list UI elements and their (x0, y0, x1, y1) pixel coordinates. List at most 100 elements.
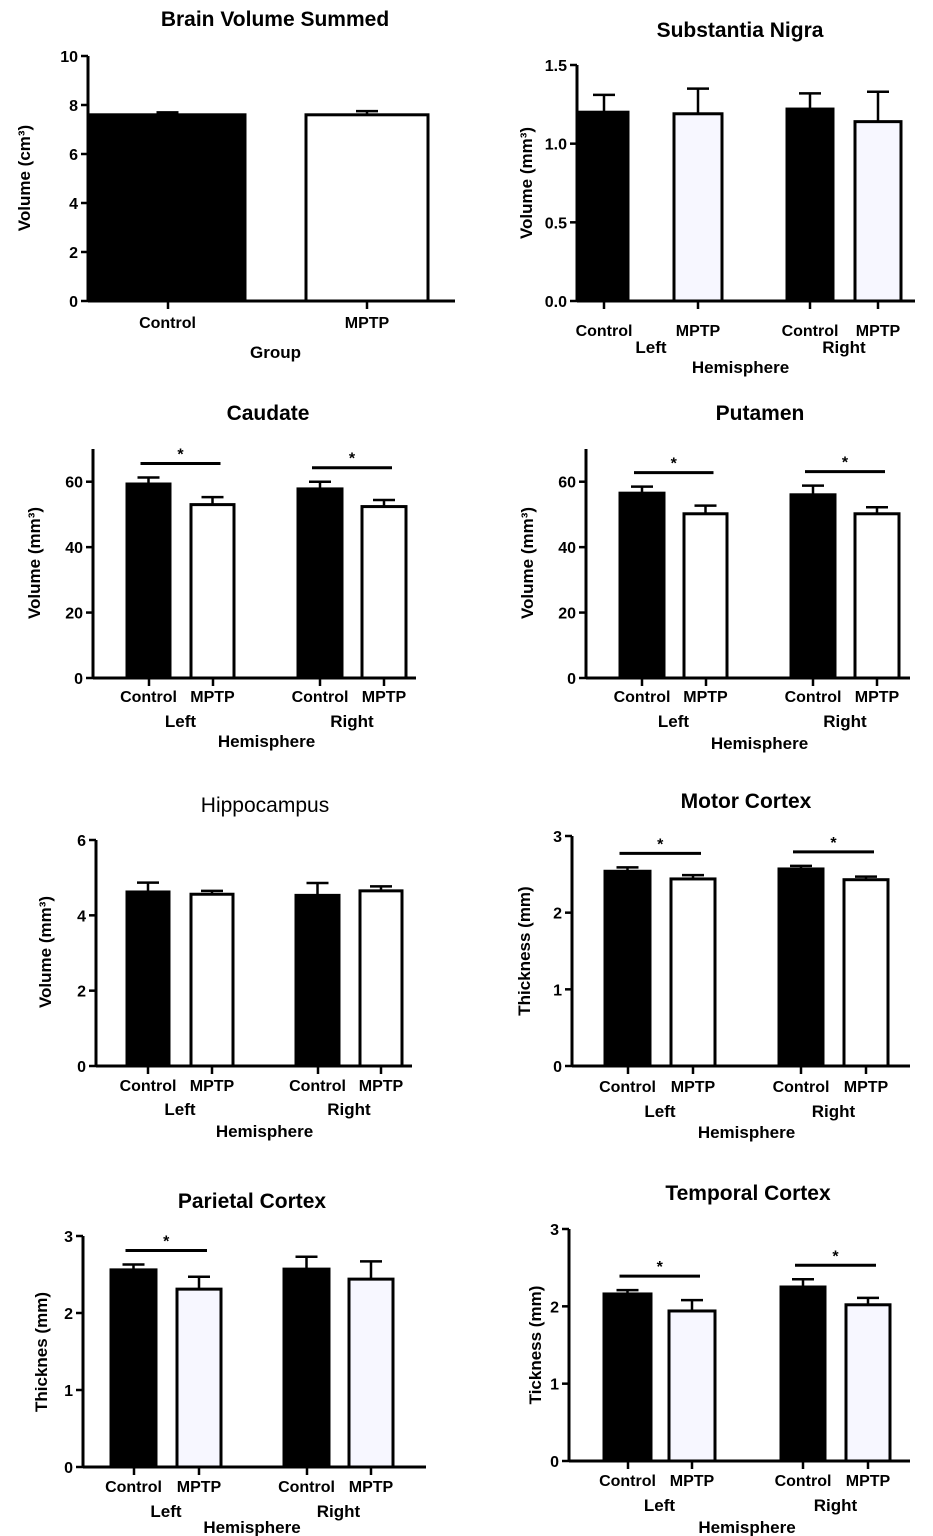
y-tick-label: 4 (69, 196, 78, 213)
category-label: Control (289, 1078, 346, 1095)
significance-star: * (830, 835, 837, 852)
chart-title: Hippocampus (201, 794, 329, 817)
group-label-left: Left (658, 712, 690, 731)
y-axis-title: Thicknes (mm) (32, 1292, 51, 1412)
bar (672, 112, 724, 303)
y-axis-title: Thickness (mm) (515, 886, 534, 1015)
group-label-right: Right (327, 1100, 371, 1119)
y-tick-label: 1.0 (545, 137, 567, 154)
y-tick-label: 20 (65, 606, 83, 623)
group-label-right: Right (317, 1502, 361, 1521)
bar (360, 505, 408, 680)
bar (294, 893, 341, 1068)
group-label-left: Left (635, 338, 667, 357)
y-tick-label: 0 (64, 1460, 73, 1477)
category-label: MPTP (362, 689, 407, 706)
y-axis-title: Volume (mm³) (517, 127, 536, 239)
chart-title: Parietal Cortex (178, 1190, 327, 1213)
category-label: MPTP (345, 315, 390, 332)
y-tick-label: 6 (77, 833, 86, 850)
category-label: MPTP (671, 1079, 716, 1096)
bar (296, 487, 344, 680)
x-axis-title: Hemisphere (216, 1122, 313, 1141)
category-label: Control (292, 689, 349, 706)
y-tick-label: 2 (550, 1299, 559, 1316)
group-label-left: Left (644, 1496, 676, 1515)
x-axis-title: Hemisphere (698, 1123, 795, 1142)
category-label: Control (785, 689, 842, 706)
y-axis-title: Volume (mm³) (25, 507, 44, 619)
bar (578, 110, 630, 303)
category-label: Control (599, 1473, 656, 1490)
chart-title: Caudate (227, 402, 310, 425)
y-tick-label: 60 (558, 475, 576, 492)
category-label: Control (773, 1079, 830, 1096)
y-tick-label: 60 (65, 475, 83, 492)
chart-panel: Motor Cortex 0 1 2 3 Control MPTP Control MPTP Le… (515, 790, 910, 1142)
category-label: Control (120, 689, 177, 706)
category-label: Control (120, 1078, 177, 1095)
significance-star: * (832, 1248, 839, 1265)
category-label: MPTP (855, 689, 900, 706)
y-tick-label: 0 (77, 1059, 86, 1076)
y-tick-label: 2 (553, 906, 562, 923)
bar (125, 482, 172, 680)
category-label: MPTP (844, 1079, 889, 1096)
significance-star: * (349, 451, 356, 468)
bar (109, 1268, 158, 1469)
bar (789, 493, 837, 680)
x-axis-title: Hemisphere (203, 1518, 300, 1536)
y-tick-label: 0 (567, 671, 576, 688)
y-tick-label: 10 (60, 49, 78, 66)
bar (853, 512, 901, 680)
y-tick-label: 0.0 (545, 294, 567, 311)
y-tick-label: 6 (69, 147, 78, 164)
x-axis-title: Hemisphere (218, 732, 315, 751)
category-label: MPTP (676, 323, 721, 340)
y-tick-label: 0 (69, 294, 78, 311)
category-label: MPTP (846, 1473, 891, 1490)
chart-panel: Caudate 0 20 40 60 Control MPTP Control MPTP Left… (25, 402, 416, 751)
x-axis-title: Hemisphere (692, 358, 789, 377)
y-axis-title: Volume (cm³) (15, 125, 34, 231)
chart-panel: Substantia Nigra 0.0 0.5 1.0 1.5 Control MPTP C… (517, 19, 915, 377)
category-label: MPTP (670, 1473, 715, 1490)
x-axis-title: Hemisphere (711, 734, 808, 753)
group-label-left: Left (164, 1100, 196, 1119)
group-label-right: Right (330, 712, 374, 731)
bar (842, 878, 890, 1068)
significance-star: * (657, 836, 664, 853)
group-label-right: Right (812, 1102, 856, 1121)
bar (603, 869, 652, 1068)
bar (777, 867, 825, 1068)
group-label-right: Right (822, 338, 866, 357)
x-axis-title: Group (250, 343, 301, 362)
category-label: Control (105, 1479, 162, 1496)
bar (618, 491, 666, 680)
bar (189, 503, 236, 680)
bar (358, 889, 404, 1068)
bar (282, 1267, 331, 1469)
group-label-left: Left (150, 1502, 182, 1521)
significance-star: * (163, 1233, 170, 1250)
y-tick-label: 0 (550, 1454, 559, 1471)
y-tick-label: 1 (553, 982, 562, 999)
category-label: MPTP (683, 689, 728, 706)
y-tick-label: 0 (74, 671, 83, 688)
bar (682, 512, 729, 680)
y-tick-label: 0 (553, 1059, 562, 1076)
chart-panel: Parietal Cortex 0 1 2 3 Control MPTP Control MPT… (32, 1190, 426, 1536)
bar (844, 1303, 892, 1463)
bar (785, 107, 835, 303)
bar (189, 892, 235, 1068)
y-tick-label: 1 (550, 1377, 559, 1394)
x-axis-title: Hemisphere (698, 1518, 795, 1536)
significance-star: * (842, 455, 849, 472)
y-tick-label: 3 (64, 1229, 73, 1246)
y-tick-label: 20 (558, 606, 576, 623)
y-axis-title: Volume (mm³) (36, 896, 55, 1008)
category-label: MPTP (856, 323, 901, 340)
chart-title: Brain Volume Summed (161, 8, 389, 31)
y-tick-label: 2 (69, 245, 78, 262)
